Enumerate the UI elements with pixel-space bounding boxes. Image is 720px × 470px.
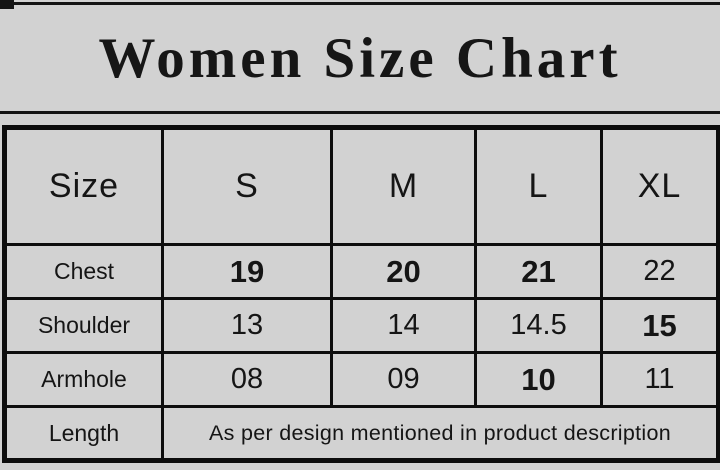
table-row-shoulder: Shoulder 13 14 14.5 15 — [3, 297, 720, 355]
armhole-s-value: 08 — [161, 351, 333, 409]
length-note-cell: As per design mentioned in product descr… — [161, 405, 720, 462]
page-title: Women Size Chart — [98, 26, 622, 90]
shoulder-s-value: 13 — [161, 297, 333, 355]
chest-s-value: 19 — [161, 243, 333, 301]
title-bar: Women Size Chart — [0, 5, 720, 111]
column-header-xl: XL — [600, 125, 720, 247]
chest-xl-value: 22 — [600, 243, 720, 301]
table-row-length: Length As per design mentioned in produc… — [3, 405, 720, 462]
column-header-m: M — [330, 125, 477, 247]
table-row-armhole: Armhole 08 09 10 11 — [3, 351, 720, 409]
armhole-m-value: 09 — [330, 351, 477, 409]
row-label-shoulder: Shoulder — [3, 297, 164, 355]
shoulder-l-value: 14.5 — [474, 297, 603, 355]
shoulder-m-value: 14 — [330, 297, 477, 355]
table-row-chest: Chest 19 20 21 22 — [3, 243, 720, 301]
outer-top-border — [0, 2, 720, 5]
row-label-length: Length — [3, 405, 164, 462]
size-header-cell: Size — [3, 125, 164, 247]
armhole-l-value: 10 — [474, 351, 603, 409]
armhole-xl-value: 11 — [600, 351, 720, 409]
row-label-armhole: Armhole — [3, 351, 164, 409]
header-row: Size S M L XL — [3, 125, 720, 247]
column-header-s: S — [161, 125, 333, 247]
title-underline — [0, 111, 720, 114]
corner-mark — [0, 0, 14, 9]
chest-l-value: 21 — [474, 243, 603, 301]
size-chart-table: Size S M L XL Chest 19 20 21 22 Shoulder… — [2, 125, 720, 463]
shoulder-xl-value: 15 — [600, 297, 720, 355]
row-label-chest: Chest — [3, 243, 164, 301]
chest-m-value: 20 — [330, 243, 477, 301]
column-header-l: L — [474, 125, 603, 247]
